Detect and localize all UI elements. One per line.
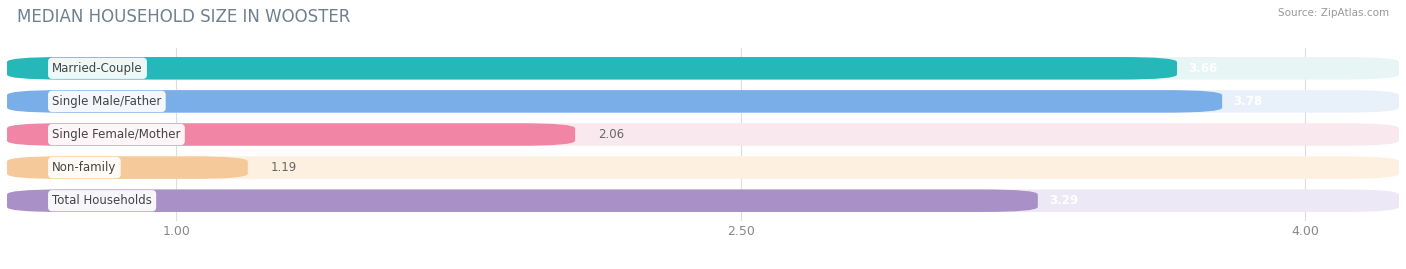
Text: 3.78: 3.78 [1233, 95, 1263, 108]
FancyBboxPatch shape [7, 57, 1399, 80]
Text: 2.06: 2.06 [598, 128, 624, 141]
FancyBboxPatch shape [7, 90, 1222, 113]
Text: Total Households: Total Households [52, 194, 152, 207]
FancyBboxPatch shape [7, 189, 1399, 212]
FancyBboxPatch shape [7, 123, 1399, 146]
Text: Source: ZipAtlas.com: Source: ZipAtlas.com [1278, 8, 1389, 18]
Text: Non-family: Non-family [52, 161, 117, 174]
FancyBboxPatch shape [7, 156, 247, 179]
FancyBboxPatch shape [7, 123, 575, 146]
Text: Married-Couple: Married-Couple [52, 62, 143, 75]
Text: 1.19: 1.19 [270, 161, 297, 174]
Text: Single Female/Mother: Single Female/Mother [52, 128, 181, 141]
FancyBboxPatch shape [7, 90, 1399, 113]
FancyBboxPatch shape [7, 189, 1038, 212]
Text: MEDIAN HOUSEHOLD SIZE IN WOOSTER: MEDIAN HOUSEHOLD SIZE IN WOOSTER [17, 8, 350, 26]
Text: Single Male/Father: Single Male/Father [52, 95, 162, 108]
FancyBboxPatch shape [7, 156, 1399, 179]
Text: 3.66: 3.66 [1188, 62, 1218, 75]
Text: 3.29: 3.29 [1049, 194, 1078, 207]
FancyBboxPatch shape [7, 57, 1177, 80]
